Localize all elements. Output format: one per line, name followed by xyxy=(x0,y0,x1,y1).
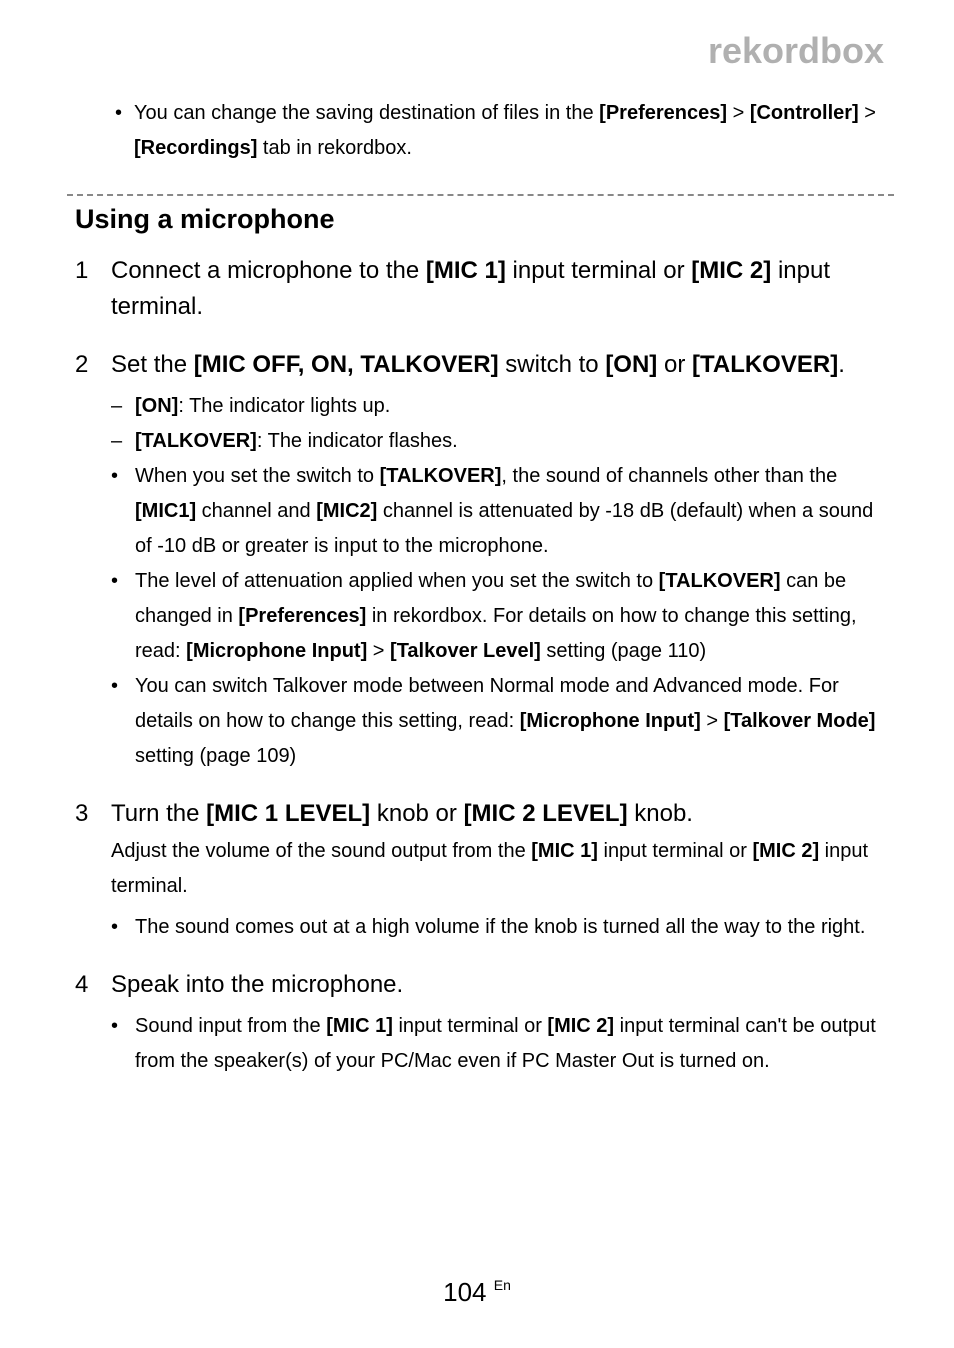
bold-fragment: [Recordings] xyxy=(134,137,257,159)
step-title: Speak into the microphone. xyxy=(111,967,894,1003)
page-number: 104 xyxy=(443,1277,486,1307)
bold-fragment: [Microphone Input] xyxy=(520,710,701,732)
bullet-dot-icon: • xyxy=(111,459,135,564)
bold-fragment: [Preferences] xyxy=(238,605,366,627)
bold-fragment: [ON] xyxy=(605,351,657,378)
step-number: 4 xyxy=(75,967,111,1079)
list-text: When you set the switch to [TALKOVER], t… xyxy=(135,459,894,564)
text-fragment: : The indicator lights up. xyxy=(178,395,390,417)
bold-fragment: [MIC OFF, ON, TALKOVER] xyxy=(194,351,499,378)
step-1: 1 Connect a microphone to the [MIC 1] in… xyxy=(75,253,894,325)
brand-header: rekordbox xyxy=(75,30,894,72)
text-fragment: channel and xyxy=(196,500,316,522)
text-fragment: setting (page 109) xyxy=(135,745,296,767)
text-fragment: knob or xyxy=(370,800,463,827)
step-body: Set the [MIC OFF, ON, TALKOVER] switch t… xyxy=(111,347,894,774)
page-footer: 104 En xyxy=(0,1277,954,1308)
bold-fragment: [MIC 1] xyxy=(426,257,506,284)
list-text: Sound input from the [MIC 1] input termi… xyxy=(135,1009,894,1079)
section-heading: Using a microphone xyxy=(75,204,894,235)
bold-fragment: [MIC 2] xyxy=(752,840,819,862)
step-number: 1 xyxy=(75,253,111,325)
step-body: Speak into the microphone. • Sound input… xyxy=(111,967,894,1079)
text-fragment: . xyxy=(838,351,845,378)
list-item: • The level of attenuation applied when … xyxy=(111,564,894,669)
bold-fragment: [TALKOVER] xyxy=(380,465,502,487)
bullet-dot-icon: • xyxy=(111,564,135,669)
bold-fragment: [MIC 2 LEVEL] xyxy=(464,800,628,827)
bold-fragment: [ON] xyxy=(135,395,178,417)
list-item: • When you set the switch to [TALKOVER],… xyxy=(111,459,894,564)
step-3-sublist: • The sound comes out at a high volume i… xyxy=(111,910,894,945)
list-item: – [TALKOVER]: The indicator flashes. xyxy=(111,424,894,459)
step-3: 3 Turn the [MIC 1 LEVEL] knob or [MIC 2 … xyxy=(75,796,894,945)
bold-fragment: [MIC 1] xyxy=(326,1015,393,1037)
step-2-sublist: – [ON]: The indicator lights up. – [TALK… xyxy=(111,389,894,774)
list-item: • You can switch Talkover mode between N… xyxy=(111,669,894,774)
bullet-dot-icon: • xyxy=(111,1009,135,1079)
text-fragment: > xyxy=(859,102,876,124)
text-fragment: input terminal or xyxy=(506,257,691,284)
bold-fragment: [TALKOVER] xyxy=(135,430,257,452)
step-number: 2 xyxy=(75,347,111,774)
list-text: The level of attenuation applied when yo… xyxy=(135,564,894,669)
text-fragment: > xyxy=(367,640,390,662)
text-fragment: setting (page 110) xyxy=(541,640,706,662)
list-text: You can switch Talkover mode between Nor… xyxy=(135,669,894,774)
step-body: Connect a microphone to the [MIC 1] inpu… xyxy=(111,253,894,325)
text-fragment: Turn the xyxy=(111,800,206,827)
text-fragment: You can change the saving destination of… xyxy=(134,102,599,124)
bullet-dot-icon: • xyxy=(111,669,135,774)
list-text: The sound comes out at a high volume if … xyxy=(135,910,894,945)
bold-fragment: [MIC1] xyxy=(135,500,196,522)
text-fragment: switch to xyxy=(499,351,606,378)
text-fragment: When you set the switch to xyxy=(135,465,380,487)
intro-bullet-text: You can change the saving destination of… xyxy=(134,96,894,166)
intro-bullet: • You can change the saving destination … xyxy=(115,96,894,166)
bold-fragment: [Preferences] xyxy=(599,102,727,124)
bold-fragment: [MIC 2] xyxy=(547,1015,614,1037)
text-fragment: Set the xyxy=(111,351,194,378)
list-item: – [ON]: The indicator lights up. xyxy=(111,389,894,424)
dash-icon: – xyxy=(111,424,135,459)
text-fragment: tab in rekordbox. xyxy=(257,137,412,159)
bullet-dot-icon: • xyxy=(115,96,122,166)
bold-fragment: [TALKOVER] xyxy=(659,570,781,592)
page-lang: En xyxy=(494,1277,511,1293)
text-fragment: Adjust the volume of the sound output fr… xyxy=(111,840,531,862)
step-4: 4 Speak into the microphone. • Sound inp… xyxy=(75,967,894,1079)
bullet-dot-icon: • xyxy=(111,910,135,945)
bold-fragment: [MIC 1] xyxy=(531,840,598,862)
step-description: Adjust the volume of the sound output fr… xyxy=(111,834,894,904)
bold-fragment: [Microphone Input] xyxy=(186,640,367,662)
bold-fragment: [Talkover Level] xyxy=(390,640,541,662)
text-fragment: or xyxy=(657,351,692,378)
list-text: [TALKOVER]: The indicator flashes. xyxy=(135,424,894,459)
text-fragment: Sound input from the xyxy=(135,1015,326,1037)
step-number: 3 xyxy=(75,796,111,945)
text-fragment: > xyxy=(727,102,750,124)
text-fragment: > xyxy=(701,710,724,732)
text-fragment: The level of attenuation applied when yo… xyxy=(135,570,659,592)
text-fragment: , the sound of channels other than the xyxy=(501,465,837,487)
dash-icon: – xyxy=(111,389,135,424)
list-item: • The sound comes out at a high volume i… xyxy=(111,910,894,945)
text-fragment: input terminal or xyxy=(393,1015,548,1037)
bold-fragment: [MIC 1 LEVEL] xyxy=(206,800,370,827)
bold-fragment: [Talkover Mode] xyxy=(724,710,876,732)
text-fragment: Connect a microphone to the xyxy=(111,257,426,284)
list-item: • Sound input from the [MIC 1] input ter… xyxy=(111,1009,894,1079)
section-divider xyxy=(67,194,894,196)
step-4-sublist: • Sound input from the [MIC 1] input ter… xyxy=(111,1009,894,1079)
bold-fragment: [MIC 2] xyxy=(691,257,771,284)
text-fragment: input terminal or xyxy=(598,840,753,862)
step-2: 2 Set the [MIC OFF, ON, TALKOVER] switch… xyxy=(75,347,894,774)
step-body: Turn the [MIC 1 LEVEL] knob or [MIC 2 LE… xyxy=(111,796,894,945)
bold-fragment: [TALKOVER] xyxy=(692,351,838,378)
text-fragment: knob. xyxy=(628,800,693,827)
bold-fragment: [MIC2] xyxy=(316,500,377,522)
bold-fragment: [Controller] xyxy=(750,102,859,124)
text-fragment: : The indicator flashes. xyxy=(257,430,458,452)
list-text: [ON]: The indicator lights up. xyxy=(135,389,894,424)
